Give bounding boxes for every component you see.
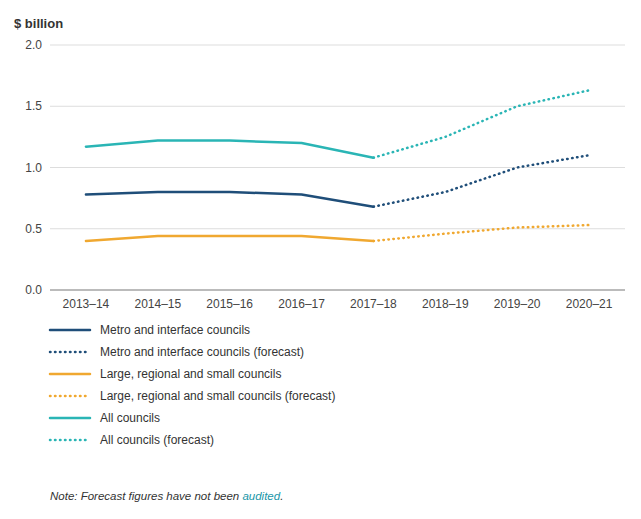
- grid: [50, 45, 625, 290]
- x-tick-label: 2013–14: [63, 297, 110, 311]
- legend-label: Large, regional and small councils (fore…: [100, 389, 335, 403]
- x-axis-line: [50, 290, 625, 291]
- grid-line: [50, 290, 625, 291]
- x-tick-label: 2015–16: [206, 297, 253, 311]
- series-line: [373, 225, 589, 241]
- series-line: [86, 236, 374, 241]
- legend-swatch: [50, 351, 90, 354]
- series-line: [86, 192, 374, 207]
- y-tick-label: 0.5: [25, 222, 42, 236]
- lines: [86, 90, 589, 241]
- legend-swatch: [50, 417, 90, 420]
- grid-line: [50, 228, 625, 229]
- x-tick-label: 2016–17: [278, 297, 325, 311]
- y-axis-label: $ billion: [14, 16, 63, 31]
- y-tick-label: 1.0: [25, 161, 42, 175]
- legend-swatch: [50, 329, 90, 332]
- y-tick-label: 2.0: [25, 38, 42, 52]
- legend-swatch: [50, 395, 90, 398]
- y-tick-label: 1.5: [25, 99, 42, 113]
- legend-label: Metro and interface councils: [100, 323, 250, 337]
- legend-swatch: [50, 439, 90, 442]
- note: Note: Forecast figures have not been aud…: [50, 490, 283, 502]
- series-line: [373, 90, 589, 157]
- note-part: .: [280, 490, 283, 502]
- grid-line: [50, 167, 625, 168]
- grid-line: [50, 106, 625, 107]
- legend-label: All councils: [100, 411, 160, 425]
- x-tick-label: 2014–15: [134, 297, 181, 311]
- note-part: Note: Forecast figures have not been: [50, 490, 242, 502]
- series-line: [373, 155, 589, 206]
- y-tick-label: 0.0: [25, 283, 42, 297]
- legend: Metro and interface councils Metro and in…: [50, 323, 335, 447]
- chart: $ billion 0.0 0.5 1.0 1.5 2.0 2013–14 2014–15 20…: [0, 0, 641, 519]
- x-tick-label: 2018–19: [422, 297, 469, 311]
- x-tick-label: 2019–20: [494, 297, 541, 311]
- legend-label: Large, regional and small councils: [100, 367, 281, 381]
- note-part: audited: [242, 490, 280, 502]
- x-tick-label: 2017–18: [350, 297, 397, 311]
- grid-line: [50, 45, 625, 46]
- x-tick-label: 2020–21: [566, 297, 613, 311]
- legend-label: All councils (forecast): [100, 433, 214, 447]
- series-line: [86, 141, 374, 158]
- legend-label: Metro and interface councils (forecast): [100, 345, 304, 359]
- legend-swatch: [50, 373, 90, 376]
